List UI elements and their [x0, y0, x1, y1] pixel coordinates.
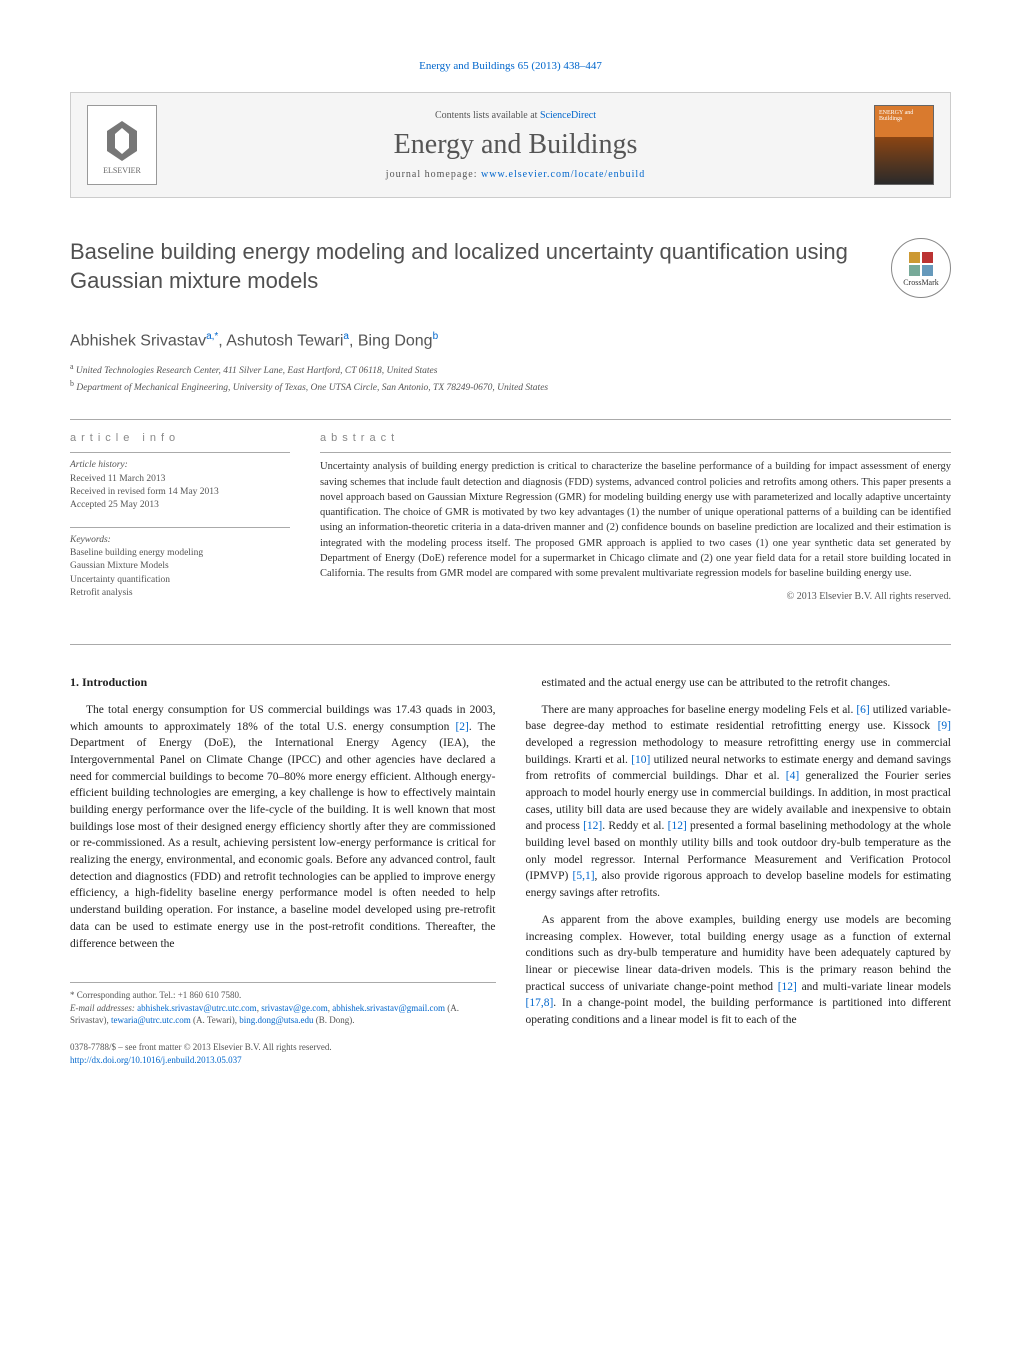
citation[interactable]: [9] [938, 720, 951, 732]
article-info-label: article info [70, 432, 290, 444]
intro-heading: 1. Introduction [70, 675, 496, 690]
author-mark: b [433, 331, 439, 342]
history-line: Accepted 25 May 2013 [70, 499, 290, 512]
journal-reference: Energy and Buildings 65 (2013) 438–447 [70, 60, 951, 72]
author-list: Abhishek Srivastava,*, Ashutosh Tewaria,… [70, 331, 951, 350]
keywords-heading: Keywords: [70, 534, 290, 547]
corresponding-author-footnote: * Corresponding author. Tel.: +1 860 610… [70, 982, 496, 1027]
email-link[interactable]: abhishek.srivastav@gmail.com [332, 1003, 445, 1013]
keyword-line: Uncertainty quantification [70, 574, 290, 587]
body-paragraph: The total energy consumption for US comm… [70, 702, 496, 952]
issn-line: 0378-7788/$ – see front matter © 2013 El… [70, 1041, 496, 1054]
affiliation-line: a United Technologies Research Center, 4… [70, 361, 951, 378]
abstract-text: Uncertainty analysis of building energy … [320, 452, 951, 581]
contents-available-line: Contents lists available at ScienceDirec… [157, 110, 874, 121]
abstract-column: abstract Uncertainty analysis of buildin… [320, 432, 951, 614]
citation[interactable]: [17,8] [526, 997, 554, 1009]
crossmark-icon [907, 250, 935, 278]
affiliations: a United Technologies Research Center, 4… [70, 361, 951, 396]
citation[interactable]: [12] [778, 981, 797, 993]
journal-header-box: ELSEVIER Contents lists available at Sci… [70, 92, 951, 198]
doi-link[interactable]: http://dx.doi.org/10.1016/j.enbuild.2013… [70, 1055, 242, 1065]
body-paragraph: There are many approaches for baseline e… [526, 702, 952, 902]
citation[interactable]: [5,1] [573, 870, 595, 882]
journal-homepage-link[interactable]: www.elsevier.com/locate/enbuild [481, 169, 645, 180]
abstract-label: abstract [320, 432, 951, 444]
crossmark-label: CrossMark [903, 278, 939, 287]
body-columns: 1. Introduction The total energy consump… [70, 675, 951, 1066]
sciencedirect-link[interactable]: ScienceDirect [540, 110, 596, 121]
keyword-line: Baseline building energy modeling [70, 547, 290, 560]
body-column-left: 1. Introduction The total energy consump… [70, 675, 496, 1066]
email-link[interactable]: tewaria@utrc.utc.com [111, 1015, 191, 1025]
affiliation-line: b Department of Mechanical Engineering, … [70, 378, 951, 395]
bottom-meta: 0378-7788/$ – see front matter © 2013 El… [70, 1041, 496, 1066]
history-line: Received in revised form 14 May 2013 [70, 486, 290, 499]
header-center: Contents lists available at ScienceDirec… [157, 110, 874, 180]
citation[interactable]: [4] [786, 770, 799, 782]
body-paragraph: estimated and the actual energy use can … [526, 675, 952, 692]
article-history-block: Article history: Received 11 March 2013R… [70, 452, 290, 512]
journal-homepage-line: journal homepage: www.elsevier.com/locat… [157, 169, 874, 180]
history-line: Received 11 March 2013 [70, 473, 290, 486]
email-link[interactable]: srivastav@ge.com [261, 1003, 328, 1013]
email-link[interactable]: bing.dong@utsa.edu [239, 1015, 313, 1025]
body-paragraph: As apparent from the above examples, bui… [526, 912, 952, 1029]
citation[interactable]: [12] [668, 820, 687, 832]
citation[interactable]: [10] [631, 754, 650, 766]
elsevier-logo-text: ELSEVIER [103, 166, 141, 175]
abstract-copyright: © 2013 Elsevier B.V. All rights reserved… [320, 591, 951, 602]
citation[interactable]: [12] [583, 820, 602, 832]
keyword-line: Retrofit analysis [70, 587, 290, 600]
divider [70, 644, 951, 645]
keywords-block: Keywords: Baseline building energy model… [70, 527, 290, 600]
corr-author-line: * Corresponding author. Tel.: +1 860 610… [70, 989, 496, 1002]
citation[interactable]: [2] [455, 721, 468, 733]
journal-name: Energy and Buildings [157, 129, 874, 161]
elsevier-logo: ELSEVIER [87, 105, 157, 185]
article-title: Baseline building energy modeling and lo… [70, 238, 871, 295]
author-mark: a [343, 331, 349, 342]
author-mark: a,* [206, 331, 218, 342]
journal-cover-thumbnail: ENERGY and Buildings [874, 105, 934, 185]
email-link[interactable]: abhishek.srivastav@utrc.utc.com [137, 1003, 257, 1013]
body-column-right: estimated and the actual energy use can … [526, 675, 952, 1066]
article-history-heading: Article history: [70, 459, 290, 472]
divider [70, 419, 951, 420]
citation[interactable]: [6] [856, 704, 869, 716]
article-info-column: article info Article history: Received 1… [70, 432, 290, 614]
crossmark-badge[interactable]: CrossMark [891, 238, 951, 298]
keyword-line: Gaussian Mixture Models [70, 560, 290, 573]
